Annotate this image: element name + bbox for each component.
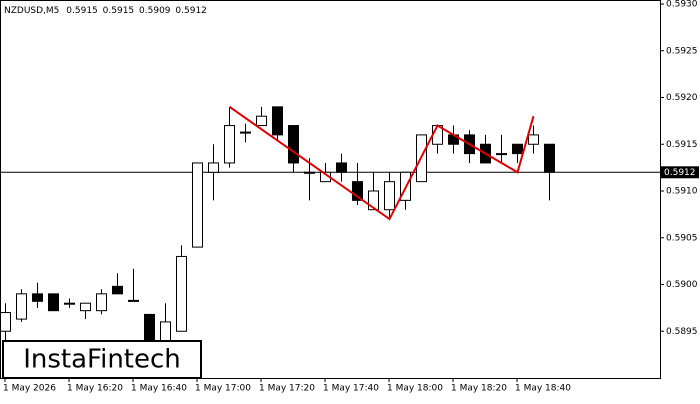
- x-tick-label: 1 May 17:00: [195, 384, 251, 394]
- current-price-label: 0.5912: [664, 168, 696, 178]
- candle-body: [496, 153, 507, 156]
- candle-body: [544, 143, 555, 173]
- plot-frame: [0, 0, 661, 379]
- candle-body: [272, 106, 283, 136]
- x-tick-label: 1 May 18:40: [515, 384, 571, 394]
- candle-body: [64, 302, 75, 305]
- y-tick-label: 0.5925: [666, 46, 698, 56]
- x-tick-label: 1 May 18:20: [451, 384, 507, 394]
- pattern-line: [228, 106, 535, 221]
- candle-body: [192, 162, 203, 248]
- watermark: InstaFintech: [23, 345, 181, 375]
- candle-body: [0, 312, 11, 332]
- y-tick-label: 0.5900: [666, 280, 698, 290]
- high-value: 0.5915: [103, 6, 135, 16]
- candle-body: [528, 134, 539, 145]
- x-tick-label: 1 May 16:20: [67, 384, 123, 394]
- candle-body: [336, 162, 347, 173]
- low-value: 0.5909: [139, 6, 171, 16]
- current-price-box: [661, 166, 699, 179]
- candle-body: [240, 131, 251, 134]
- candle-body: [112, 285, 123, 295]
- x-tick-label: 1 May 18:00: [387, 384, 443, 394]
- candle-body: [80, 302, 91, 312]
- y-tick-label: 0.5895: [666, 327, 698, 337]
- candle-body: [352, 181, 363, 201]
- candle-body: [96, 293, 107, 312]
- close-value: 0.5912: [175, 6, 207, 16]
- candle-body: [384, 181, 395, 211]
- candle-body: [224, 125, 235, 164]
- candle-body: [48, 293, 59, 312]
- open-value: 0.5915: [66, 6, 98, 16]
- x-tick-label: 1 May 17:20: [259, 384, 315, 394]
- candle-body: [176, 255, 187, 332]
- candle-body: [368, 190, 379, 211]
- candle-body: [32, 293, 43, 302]
- candle-body: [288, 125, 299, 164]
- y-tick-label: 0.5930: [666, 0, 698, 10]
- candle-body: [256, 115, 267, 127]
- candle-body: [304, 171, 315, 174]
- x-tick-label: 1 May 2026: [3, 384, 56, 394]
- x-tick-label: 1 May 16:40: [131, 384, 187, 394]
- symbol: NZDUSD,M5: [4, 6, 59, 16]
- y-tick-label: 0.5920: [666, 93, 698, 103]
- chart-header: NZDUSD,M5 0.5915 0.5915 0.5909 0.5912: [4, 6, 207, 16]
- candle-body: [16, 293, 27, 320]
- candle-body: [128, 299, 139, 302]
- y-tick-label: 0.5905: [666, 233, 698, 243]
- x-tick-label: 1 May 17:40: [323, 384, 379, 394]
- candle-body: [208, 162, 219, 173]
- candle-body: [512, 143, 523, 155]
- y-tick-label: 0.5915: [666, 140, 698, 150]
- watermark-box: [2, 340, 202, 379]
- y-tick-label: 0.5910: [666, 187, 698, 197]
